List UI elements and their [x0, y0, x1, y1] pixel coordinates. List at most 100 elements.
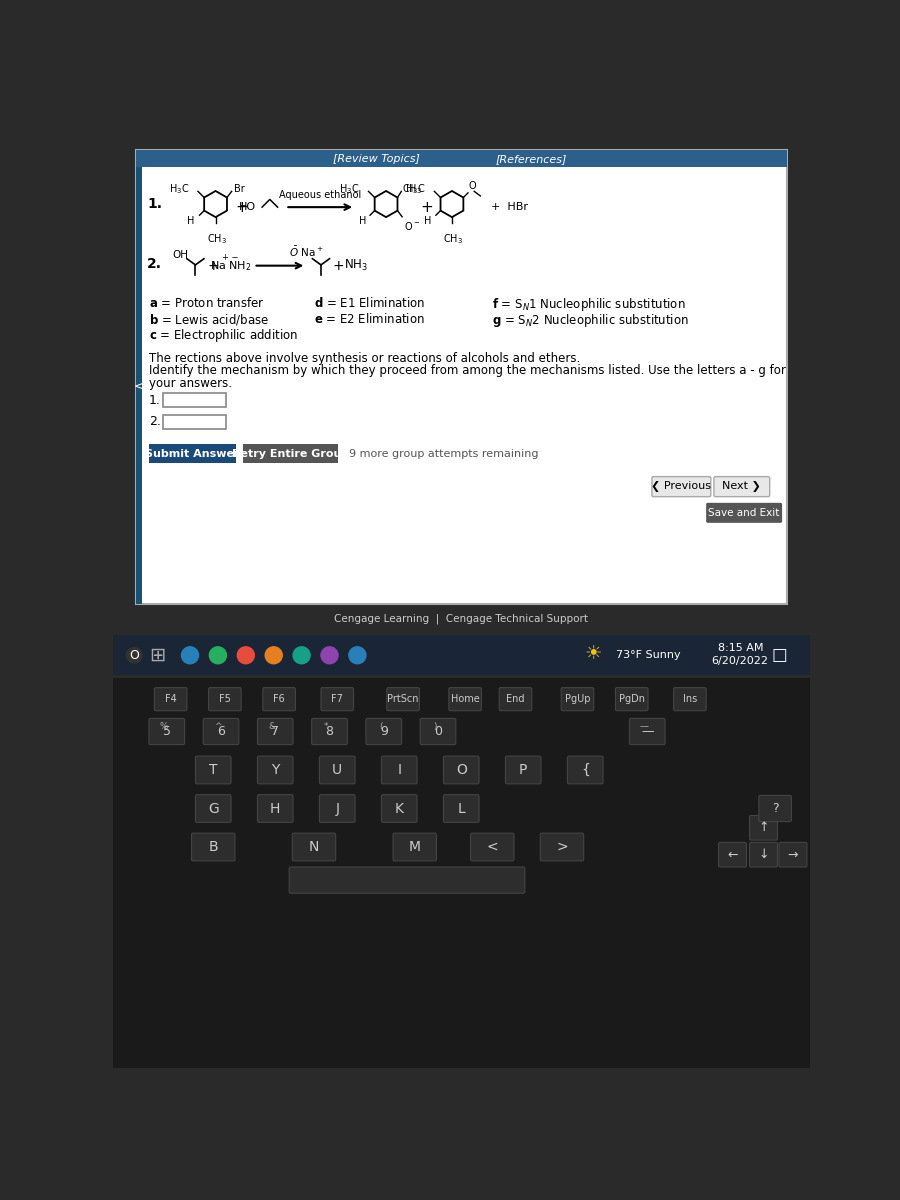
FancyBboxPatch shape [195, 756, 231, 784]
Text: 0: 0 [434, 725, 442, 738]
Text: NH$_3$: NH$_3$ [344, 258, 368, 274]
FancyBboxPatch shape [629, 719, 665, 744]
FancyBboxPatch shape [449, 688, 482, 710]
Circle shape [293, 647, 310, 664]
Text: Next ❯: Next ❯ [723, 481, 761, 492]
Text: CH$_3$: CH$_3$ [401, 181, 421, 196]
FancyBboxPatch shape [136, 167, 142, 605]
FancyBboxPatch shape [652, 476, 711, 497]
Text: ⊞: ⊞ [149, 646, 166, 665]
FancyBboxPatch shape [148, 719, 184, 744]
Text: N: N [309, 840, 320, 854]
Text: —: — [641, 725, 653, 738]
FancyBboxPatch shape [567, 756, 603, 784]
FancyBboxPatch shape [257, 756, 293, 784]
FancyBboxPatch shape [289, 868, 525, 893]
FancyBboxPatch shape [195, 794, 231, 822]
Text: ?: ? [772, 802, 778, 815]
Text: 9 more group attempts remaining: 9 more group attempts remaining [349, 449, 538, 458]
Text: *: * [324, 722, 328, 731]
FancyBboxPatch shape [420, 719, 455, 744]
FancyBboxPatch shape [706, 503, 782, 523]
Text: ❮ Previous: ❮ Previous [652, 481, 711, 492]
Text: Ins: Ins [683, 694, 697, 704]
Text: Aqueous ethanol: Aqueous ethanol [279, 191, 361, 200]
Text: CH$_3$: CH$_3$ [444, 232, 464, 246]
Circle shape [210, 647, 227, 664]
Text: Home: Home [451, 694, 480, 704]
Text: Retry Entire Group: Retry Entire Group [232, 449, 349, 458]
FancyBboxPatch shape [263, 688, 295, 710]
Circle shape [238, 647, 255, 664]
Text: +: + [333, 259, 345, 272]
FancyBboxPatch shape [112, 144, 810, 1068]
FancyBboxPatch shape [311, 719, 347, 744]
Text: H$_3$C: H$_3$C [339, 181, 360, 196]
Text: Save and Exit: Save and Exit [708, 508, 779, 518]
Text: 8: 8 [326, 725, 334, 738]
FancyBboxPatch shape [163, 415, 227, 428]
Text: Y: Y [271, 763, 279, 778]
Text: G: G [208, 802, 219, 816]
FancyBboxPatch shape [209, 688, 241, 710]
Text: $\mathbf{a}$ = Proton transfer: $\mathbf{a}$ = Proton transfer [148, 296, 265, 311]
FancyBboxPatch shape [387, 688, 419, 710]
Text: <: < [133, 379, 144, 392]
Text: F4: F4 [165, 694, 176, 704]
Text: 8:15 AM: 8:15 AM [717, 642, 763, 653]
FancyBboxPatch shape [382, 756, 417, 784]
Text: [References]: [References] [495, 154, 567, 163]
Text: The rections above involve synthesis or reactions of alcohols and ethers.: The rections above involve synthesis or … [148, 352, 580, 365]
Text: O: O [455, 763, 467, 778]
Text: End: End [506, 694, 525, 704]
Text: + −: + − [222, 253, 239, 263]
Text: $\mathbf{c}$ = Electrophilic addition: $\mathbf{c}$ = Electrophilic addition [148, 328, 298, 344]
Text: PrtScn: PrtScn [387, 694, 418, 704]
Text: +: + [207, 259, 219, 272]
Text: 1.: 1. [148, 197, 162, 211]
Text: Submit Answer: Submit Answer [145, 449, 239, 458]
Text: I: I [397, 763, 401, 778]
Text: ←: ← [727, 848, 738, 862]
Circle shape [321, 647, 338, 664]
Text: $\mathbf{b}$ = Lewis acid/base: $\mathbf{b}$ = Lewis acid/base [148, 312, 269, 326]
Text: O: O [130, 649, 140, 661]
Text: L: L [457, 802, 465, 816]
Text: ^: ^ [214, 722, 221, 731]
Text: {: { [580, 763, 590, 778]
FancyBboxPatch shape [540, 833, 584, 860]
Text: &: & [268, 722, 275, 731]
Text: F6: F6 [274, 694, 285, 704]
Text: Cengage Learning  |  Cengage Technical Support: Cengage Learning | Cengage Technical Sup… [334, 613, 589, 624]
Circle shape [349, 647, 366, 664]
Text: —: — [640, 722, 649, 731]
Text: $\bar{O}$ Na$^+$: $\bar{O}$ Na$^+$ [289, 245, 323, 259]
FancyBboxPatch shape [673, 688, 707, 710]
FancyBboxPatch shape [750, 842, 778, 868]
Text: 1.: 1. [148, 394, 161, 407]
Text: your answers.: your answers. [148, 377, 232, 390]
Text: H: H [425, 216, 432, 226]
FancyBboxPatch shape [136, 150, 787, 167]
Text: J: J [335, 802, 339, 816]
Text: +: + [236, 199, 248, 215]
Text: 5: 5 [163, 725, 171, 738]
Text: ↑: ↑ [758, 821, 769, 834]
FancyBboxPatch shape [506, 756, 541, 784]
Text: H: H [186, 216, 194, 226]
Circle shape [126, 648, 142, 662]
Text: 7: 7 [271, 725, 279, 738]
Text: PgUp: PgUp [565, 694, 590, 704]
Text: B: B [209, 840, 218, 854]
Text: Br: Br [234, 184, 245, 193]
Text: <: < [486, 840, 498, 854]
Text: 73°F Sunny: 73°F Sunny [616, 650, 681, 660]
Text: H$_3$C: H$_3$C [405, 181, 426, 196]
FancyBboxPatch shape [163, 394, 227, 407]
FancyBboxPatch shape [382, 794, 417, 822]
Text: >: > [556, 840, 568, 854]
FancyBboxPatch shape [148, 444, 236, 463]
Text: [Review Topics]: [Review Topics] [333, 154, 419, 163]
FancyBboxPatch shape [616, 688, 648, 710]
Text: ☀: ☀ [584, 644, 602, 664]
